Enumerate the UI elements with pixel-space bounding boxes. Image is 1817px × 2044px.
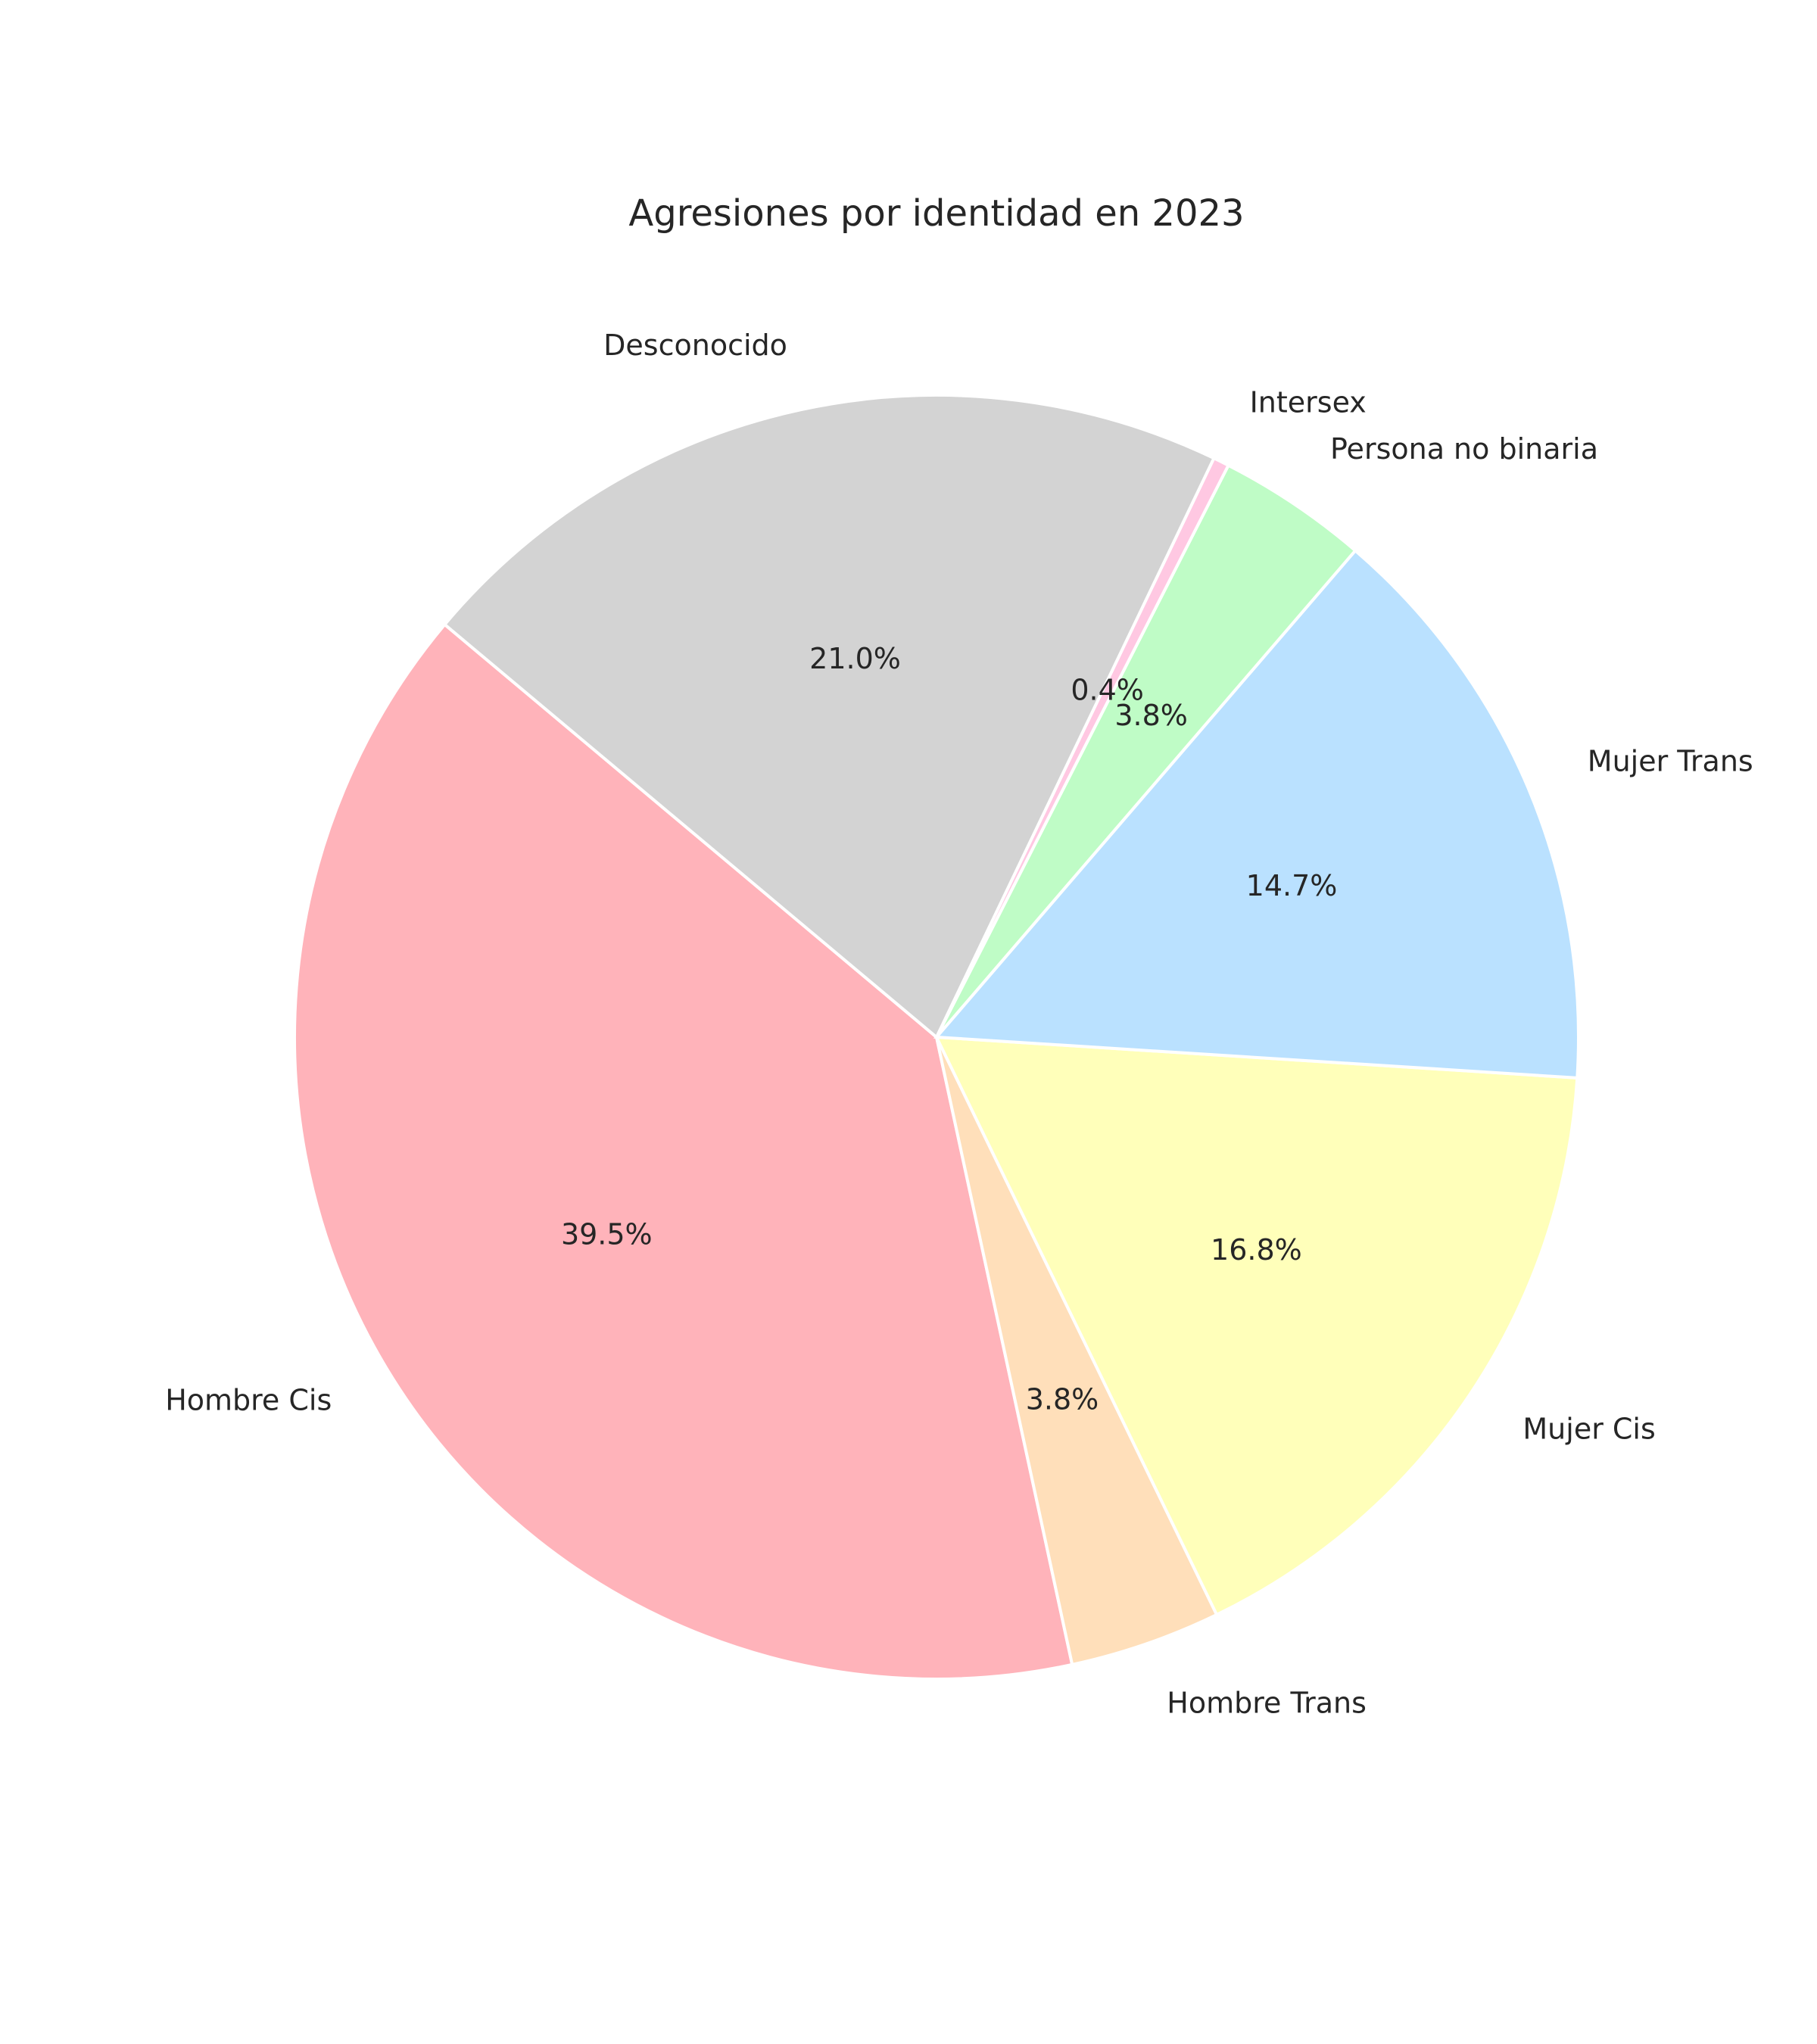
slice-label-hombre-trans: Hombre Trans	[1167, 1686, 1367, 1719]
pct-label-hombre-trans: 3.8%	[1026, 1383, 1099, 1416]
slice-label-persona-no-binaria: Persona no binaria	[1330, 432, 1598, 466]
slice-label-desconocido: Desconocido	[603, 329, 787, 362]
slice-label-hombre-cis: Hombre Cis	[165, 1383, 332, 1416]
pie-slice-mujer-trans	[933, 548, 1580, 1080]
pie-slice-hombre-trans	[935, 1036, 1219, 1667]
pie-slices	[293, 394, 1580, 1681]
pct-label-mujer-trans: 14.7%	[1246, 869, 1338, 902]
pie-slice-mujer-cis	[933, 1035, 1579, 1617]
pct-label-hombre-cis: 39.5%	[561, 1217, 653, 1251]
pie-slice-desconocido	[442, 394, 1217, 1040]
pct-label-intersex: 0.4%	[1071, 673, 1144, 706]
slice-label-intersex: Intersex	[1250, 385, 1367, 419]
pct-label-desconocido: 21.0%	[809, 642, 901, 675]
pct-label-persona-no-binaria: 3.8%	[1114, 699, 1188, 732]
slice-label-mujer-cis: Mujer Cis	[1522, 1413, 1655, 1446]
chart-title: Agresiones por identidad en 2023	[628, 192, 1244, 235]
slice-label-mujer-trans: Mujer Trans	[1588, 745, 1753, 778]
pie-labels: Hombre Cis 39.5% Hombre Trans 3.8% Mujer Cis…	[165, 329, 1753, 1720]
pie-slice-hombre-cis	[293, 622, 1074, 1681]
pie-slice-persona-no-binaria	[935, 463, 1358, 1039]
pct-label-mujer-cis: 16.8%	[1211, 1233, 1302, 1267]
